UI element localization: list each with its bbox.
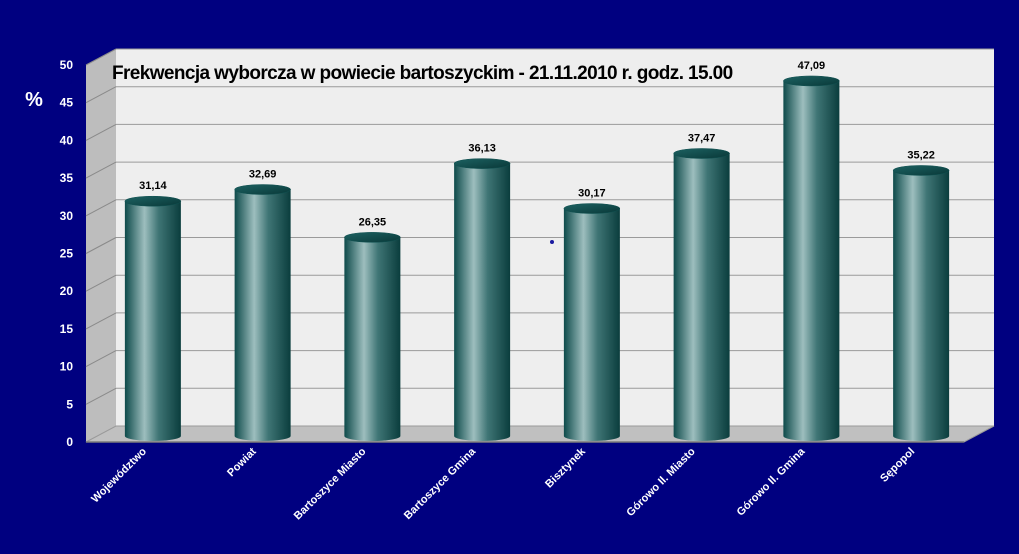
x-tick-label: Sępopol <box>878 446 917 485</box>
y-tick-label: 15 <box>60 322 74 336</box>
x-tick-label: Górowo Il. Gmina <box>735 445 808 518</box>
data-label: 37,47 <box>688 132 716 144</box>
bar <box>234 184 291 442</box>
bar-body <box>124 201 181 442</box>
bar-body <box>673 153 730 442</box>
bar <box>673 148 730 442</box>
data-label: 26,35 <box>359 216 387 228</box>
bar-body <box>563 208 620 442</box>
x-tick-label: Powiat <box>225 445 259 479</box>
bar-cap <box>783 75 840 87</box>
x-tick-label: Bartoszyce Miasto <box>292 445 369 522</box>
y-tick-label: 0 <box>66 435 73 449</box>
x-axis: Województwo Powiat Bartoszyce Miasto Bartos… <box>89 445 917 522</box>
bar <box>892 165 950 442</box>
y-tick-label: 20 <box>60 284 74 298</box>
bar-cap <box>124 195 182 207</box>
data-label: 47,09 <box>798 60 826 72</box>
gridline-side <box>85 123 117 141</box>
chart-title: Frekwencja wyborcza w powiecie bartoszyc… <box>112 63 733 84</box>
gridline-side <box>85 237 117 254</box>
bar <box>344 232 401 442</box>
bar <box>124 195 182 442</box>
x-tick-label: Bartoszyce Gmina <box>402 445 479 522</box>
data-label: 31,14 <box>139 180 167 192</box>
gridline-side <box>85 161 117 179</box>
gridline-side <box>85 274 117 292</box>
bar-body <box>893 170 950 442</box>
data-label: 36,13 <box>468 143 496 155</box>
bar <box>453 158 511 442</box>
gridline-side <box>85 48 117 66</box>
bar-cap <box>563 203 621 214</box>
gridline-side <box>85 199 117 217</box>
stray-dot <box>550 240 554 244</box>
data-label: 35,22 <box>907 149 935 161</box>
bar-cap <box>234 184 291 195</box>
bar-cap <box>453 158 511 169</box>
y-tick-label: 40 <box>60 133 74 147</box>
x-tick-label: Województwo <box>89 445 149 505</box>
data-label: 32,69 <box>249 169 277 181</box>
gridline-side <box>85 86 117 104</box>
bar <box>563 203 621 442</box>
bar <box>783 75 840 442</box>
bar-cap <box>673 148 730 159</box>
bar-cap <box>892 165 950 176</box>
y-tick-label: 25 <box>60 247 74 261</box>
bar-body <box>234 189 291 442</box>
bar-body <box>454 163 511 442</box>
x-tick-label: Górowo Il. Miasto <box>624 445 698 519</box>
bar-cap <box>344 232 401 243</box>
plot-area <box>85 49 995 443</box>
y-axis-label: % <box>25 89 43 111</box>
y-axis: 0 5 10 15 20 25 30 35 40 45 50 <box>60 58 74 449</box>
data-label: 30,17 <box>578 188 606 200</box>
bar-body <box>344 237 401 442</box>
x-tick-label: Bisztynek <box>543 445 588 490</box>
bar-body <box>783 80 840 442</box>
y-tick-label: 35 <box>60 171 74 185</box>
y-tick-label: 10 <box>60 360 74 374</box>
y-tick-label: 50 <box>60 58 74 72</box>
gridline-side <box>85 312 117 330</box>
bar-series: 31,14 32,69 26,35 36,13 30,17 37,47 47,09 35,22 <box>124 60 950 442</box>
gridline-side <box>85 387 117 405</box>
gridline-side <box>85 350 117 368</box>
y-tick-label: 45 <box>60 96 74 110</box>
y-tick-label: 30 <box>60 209 74 223</box>
y-tick-label: 5 <box>66 397 73 411</box>
floor <box>85 425 995 443</box>
